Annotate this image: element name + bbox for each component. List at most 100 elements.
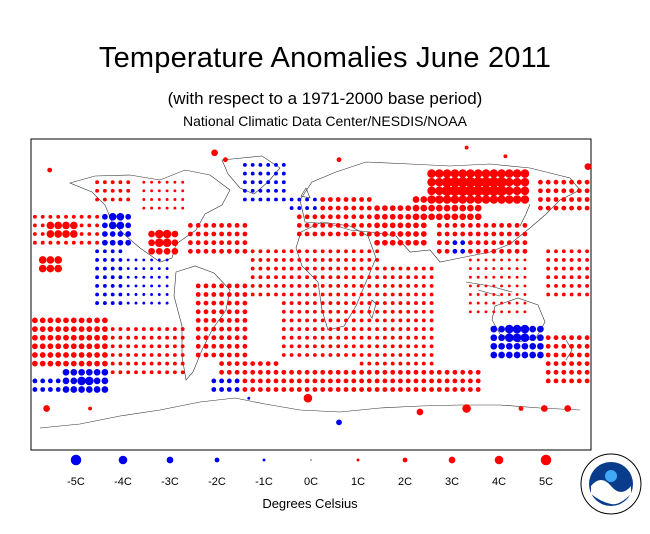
anomaly-dot xyxy=(141,370,146,375)
anomaly-dot xyxy=(79,232,84,236)
anomaly-dot xyxy=(304,223,310,228)
anomaly-dot xyxy=(442,169,452,178)
anomaly-dot xyxy=(87,240,92,245)
anomaly-dot xyxy=(429,309,434,314)
anomaly-dot xyxy=(304,378,310,384)
anomaly-dot xyxy=(351,205,357,211)
anomaly-dot xyxy=(242,300,248,306)
anomaly-dot xyxy=(512,333,522,343)
anomaly-dot xyxy=(274,292,278,297)
anomaly-dot xyxy=(344,292,348,297)
anomaly-dot xyxy=(505,169,514,178)
legend-dot xyxy=(448,456,456,464)
anomaly-dot xyxy=(459,213,467,221)
anomaly-dot xyxy=(94,352,100,358)
anomaly-dot xyxy=(54,230,63,238)
anomaly-dot xyxy=(406,318,411,323)
anomaly-dot xyxy=(515,284,519,288)
anomaly-dot xyxy=(157,353,162,357)
anomaly-dot xyxy=(382,213,388,220)
map-frame xyxy=(30,138,592,451)
anomaly-dot xyxy=(460,369,466,375)
anomaly-dot xyxy=(118,353,123,357)
anomaly-dot xyxy=(522,240,528,246)
anomaly-dot xyxy=(86,343,93,350)
anomaly-dot xyxy=(576,352,582,358)
anomaly-dot xyxy=(87,214,92,219)
anomaly-dot xyxy=(359,231,364,237)
anomaly-dot xyxy=(266,266,271,271)
anomaly-dot xyxy=(569,343,574,349)
anomaly-dot xyxy=(62,230,70,238)
anomaly-dot xyxy=(421,361,426,366)
station-dot xyxy=(211,149,218,157)
anomaly-dot xyxy=(48,378,53,384)
anomaly-dot xyxy=(281,257,286,262)
anomaly-dot xyxy=(459,204,467,212)
anomaly-dot xyxy=(102,180,107,185)
anomaly-dot xyxy=(468,387,473,392)
anomaly-dot xyxy=(141,344,146,349)
anomaly-dot xyxy=(405,387,411,392)
anomaly-dot xyxy=(281,275,286,280)
anomaly-dot xyxy=(359,301,364,306)
anomaly-dot xyxy=(499,231,504,237)
anomaly-dot xyxy=(101,386,109,393)
anomaly-dot xyxy=(162,238,172,247)
anomaly-dot xyxy=(118,292,123,297)
anomaly-dot xyxy=(435,204,443,212)
anomaly-dot xyxy=(102,222,108,229)
anomaly-dot xyxy=(359,283,364,288)
anomaly-dot xyxy=(351,249,356,254)
anomaly-dot xyxy=(367,249,372,254)
anomaly-dot xyxy=(367,257,372,262)
anomaly-dot xyxy=(505,186,514,196)
anomaly-dot xyxy=(195,318,201,323)
anomaly-dot xyxy=(195,283,201,289)
anomaly-dot xyxy=(435,186,444,196)
anomaly-dot xyxy=(281,292,286,297)
anomaly-dot xyxy=(163,247,171,255)
anomaly-dot xyxy=(382,353,387,357)
anomaly-dot xyxy=(429,353,434,357)
anomaly-dot xyxy=(507,275,511,279)
anomaly-dot xyxy=(483,231,489,237)
anomaly-dot xyxy=(328,327,333,332)
anomaly-dot xyxy=(468,293,472,296)
anomaly-dot xyxy=(375,257,380,262)
anomaly-dot xyxy=(554,275,558,280)
anomaly-dot xyxy=(149,335,154,340)
anomaly-dot xyxy=(126,361,131,366)
anomaly-dot xyxy=(305,344,310,349)
anomaly-dot xyxy=(507,267,511,271)
anomaly-dot xyxy=(428,213,435,221)
anomaly-dot xyxy=(480,185,492,197)
anomaly-dot xyxy=(211,326,217,332)
anomaly-dot xyxy=(351,387,357,392)
station-dot xyxy=(47,167,53,173)
anomaly-dot xyxy=(242,335,248,341)
anomaly-dot xyxy=(553,369,559,375)
anomaly-dot xyxy=(211,300,217,306)
anomaly-dot xyxy=(398,361,403,366)
anomaly-dot xyxy=(366,378,372,384)
anomaly-dot xyxy=(87,232,92,236)
anomaly-dot xyxy=(95,232,100,236)
anomaly-dot xyxy=(435,195,444,204)
anomaly-dot xyxy=(398,335,403,340)
anomaly-dot xyxy=(569,257,574,262)
anomaly-dot xyxy=(312,327,317,332)
anomaly-dot xyxy=(545,188,551,194)
anomaly-dot xyxy=(48,387,53,392)
anomaly-dot xyxy=(226,223,232,228)
legend: -5C -4C -3C -2C -1C 0C 1C 2C 3C 4C 5C xyxy=(67,454,553,488)
anomaly-dot xyxy=(258,266,263,271)
anomaly-dot xyxy=(150,275,154,279)
anomaly-dot xyxy=(281,353,286,357)
anomaly-dot xyxy=(414,361,418,366)
anomaly-dot xyxy=(320,344,325,349)
anomaly-dot xyxy=(305,266,310,271)
anomaly-dot xyxy=(545,179,551,185)
anomaly-dot xyxy=(460,387,466,392)
anomaly-dot xyxy=(181,198,185,201)
